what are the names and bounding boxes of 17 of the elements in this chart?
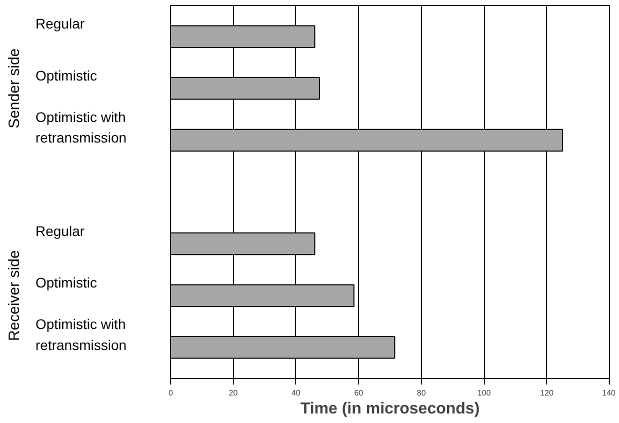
y-tick-label: Regular [36,222,85,239]
x-tick-label: 100 [477,388,492,398]
x-tick-label: 140 [602,388,616,398]
text: Receiver side [6,250,23,342]
y-tick-label: Optimistic with retransmission [36,108,127,146]
x-tick-label: 60 [354,388,364,398]
text: Sender side [6,48,23,128]
x-tick-label: 20 [228,388,238,398]
x-tick-label: 80 [416,388,426,398]
x-tick-label: 40 [291,388,301,398]
y-tick-label: Regular [36,16,85,32]
y-tick-label: Optimistic [36,67,97,84]
x-tick-label: 0 [168,388,174,398]
x-tick-label: 120 [540,388,554,398]
x-axis-title: Time (in microseconds) [300,400,480,418]
y-tick-label: Optimistic with retransmission [36,316,127,353]
y-tick-label: Optimistic [36,274,97,291]
